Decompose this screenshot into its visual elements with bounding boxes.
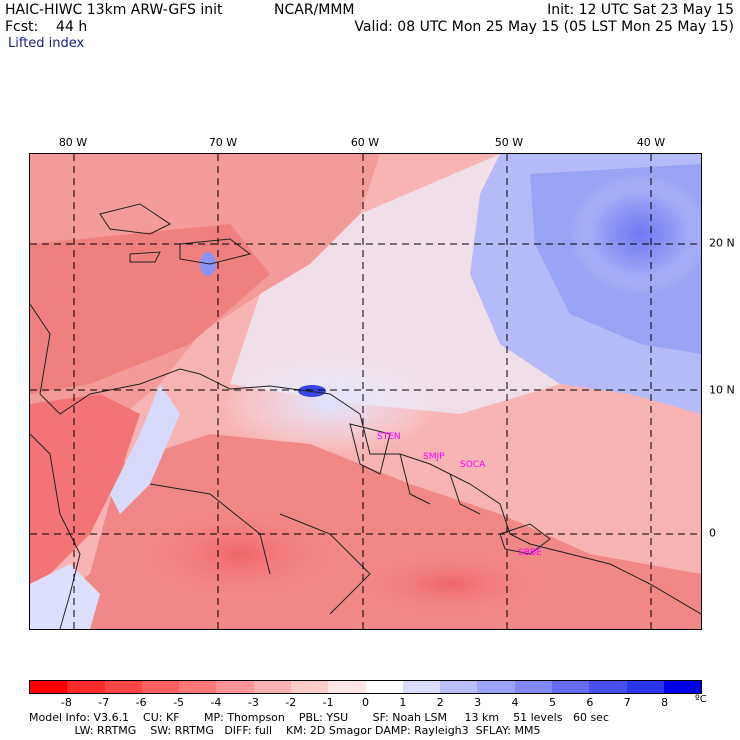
colorbar-segment — [30, 681, 68, 693]
colorbar-tick-label: -6 — [135, 696, 147, 709]
blue-spot-caribbean — [298, 385, 326, 397]
colorbar-tick-label: 4 — [511, 696, 519, 709]
colorbar-segment — [104, 681, 142, 693]
lon-label: 70 W — [208, 136, 238, 149]
station-label: STEN — [377, 432, 401, 442]
colorbar-segment — [663, 681, 702, 693]
red-region-colombia — [30, 394, 140, 584]
colorbar-tick-label: 1 — [399, 696, 407, 709]
colorbar-segment — [365, 681, 403, 693]
lat-label: 0 — [709, 526, 716, 540]
transition-region — [230, 154, 560, 414]
forecast-hour: Fcst: 44 h — [5, 19, 88, 35]
station-label: SOCA — [460, 460, 486, 470]
lon-label: 50 W — [494, 136, 524, 149]
andes-blue-strip — [110, 384, 180, 514]
colorbar-tick-label: -8 — [60, 696, 72, 709]
colorbar-tick-label: 0 — [362, 696, 369, 709]
colorbar — [29, 680, 702, 694]
grid-lines — [30, 154, 701, 629]
colorbar-tick-label: -5 — [173, 696, 185, 709]
init-time: Init: 12 UTC Sat 23 May 15 — [547, 2, 734, 18]
colorbar-tick-label: -3 — [247, 696, 259, 709]
colorbar-tick-label: -4 — [210, 696, 222, 709]
lon-label: 80 W — [58, 136, 88, 149]
lifted-index-map: STEN SMJP SOCA SBBE — [29, 153, 710, 630]
pacific-blue-area — [30, 564, 100, 629]
model-title: HAIC-HIWC 13km ARW-GFS init — [5, 2, 223, 18]
colorbar-segment — [402, 681, 441, 693]
colorbar-tick-label: 7 — [623, 696, 631, 709]
colorbar-tick-label: 3 — [474, 696, 482, 709]
lat-label: 10 N — [709, 383, 735, 397]
model-info-line1: Model Info: V3.6.1 CU: KF MP: Thompson P… — [29, 711, 609, 724]
station-label: SBBE — [518, 548, 542, 558]
colorbar-segment — [626, 681, 664, 693]
colorbar-segment — [290, 681, 329, 693]
blue-blob — [570, 174, 710, 294]
colorbar-segment — [253, 681, 291, 693]
colorbar-segment — [67, 681, 105, 693]
lon-label: 40 W — [636, 136, 666, 149]
colorbar-tick-label: 5 — [548, 696, 556, 709]
colorbar-tick-label: -7 — [98, 696, 110, 709]
red-core-east — [340, 544, 560, 624]
map-svg — [29, 154, 710, 630]
model-info-line2: LW: RRTMG SW: RRTMG DIFF: full KM: 2D Sm… — [29, 724, 541, 737]
organization: NCAR/MMM — [274, 2, 355, 18]
light-blue-area — [220, 354, 440, 454]
colorbar-segment — [179, 681, 217, 693]
colorbar-segment — [328, 681, 366, 693]
colorbar-segment — [141, 681, 180, 693]
colorbar-tick-label: -2 — [285, 696, 297, 709]
colorbar-segment — [551, 681, 590, 693]
colorbar-segment — [440, 681, 478, 693]
colorbar-tick-label: 8 — [661, 696, 669, 709]
colorbar-tick-label: -1 — [322, 696, 334, 709]
station-label: SMJP — [423, 452, 445, 462]
lat-label: 20 N — [709, 236, 735, 250]
colorbar-segment — [477, 681, 515, 693]
red-core-amazon — [120, 499, 360, 609]
colorbar-tick-label: 6 — [586, 696, 594, 709]
field-name: Lifted index — [8, 36, 85, 51]
colorbar-segment — [216, 681, 254, 693]
colorbar-segment — [589, 681, 627, 693]
colorbar-segment — [514, 681, 552, 693]
colorbar-tick-label: 2 — [436, 696, 444, 709]
lon-label: 60 W — [350, 136, 380, 149]
valid-time: Valid: 08 UTC Mon 25 May 15 (05 LST Mon … — [354, 19, 734, 35]
colorbar-unit: ºC — [695, 694, 707, 705]
